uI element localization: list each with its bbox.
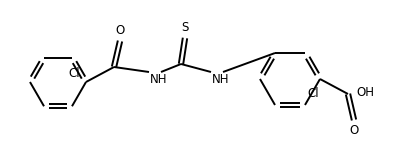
- Text: Cl: Cl: [307, 87, 319, 100]
- Text: OH: OH: [356, 85, 374, 98]
- Text: NH: NH: [212, 73, 229, 86]
- Text: S: S: [181, 21, 189, 34]
- Text: O: O: [349, 124, 359, 137]
- Text: Cl: Cl: [68, 67, 80, 80]
- Text: NH: NH: [150, 73, 168, 86]
- Text: O: O: [116, 24, 124, 37]
